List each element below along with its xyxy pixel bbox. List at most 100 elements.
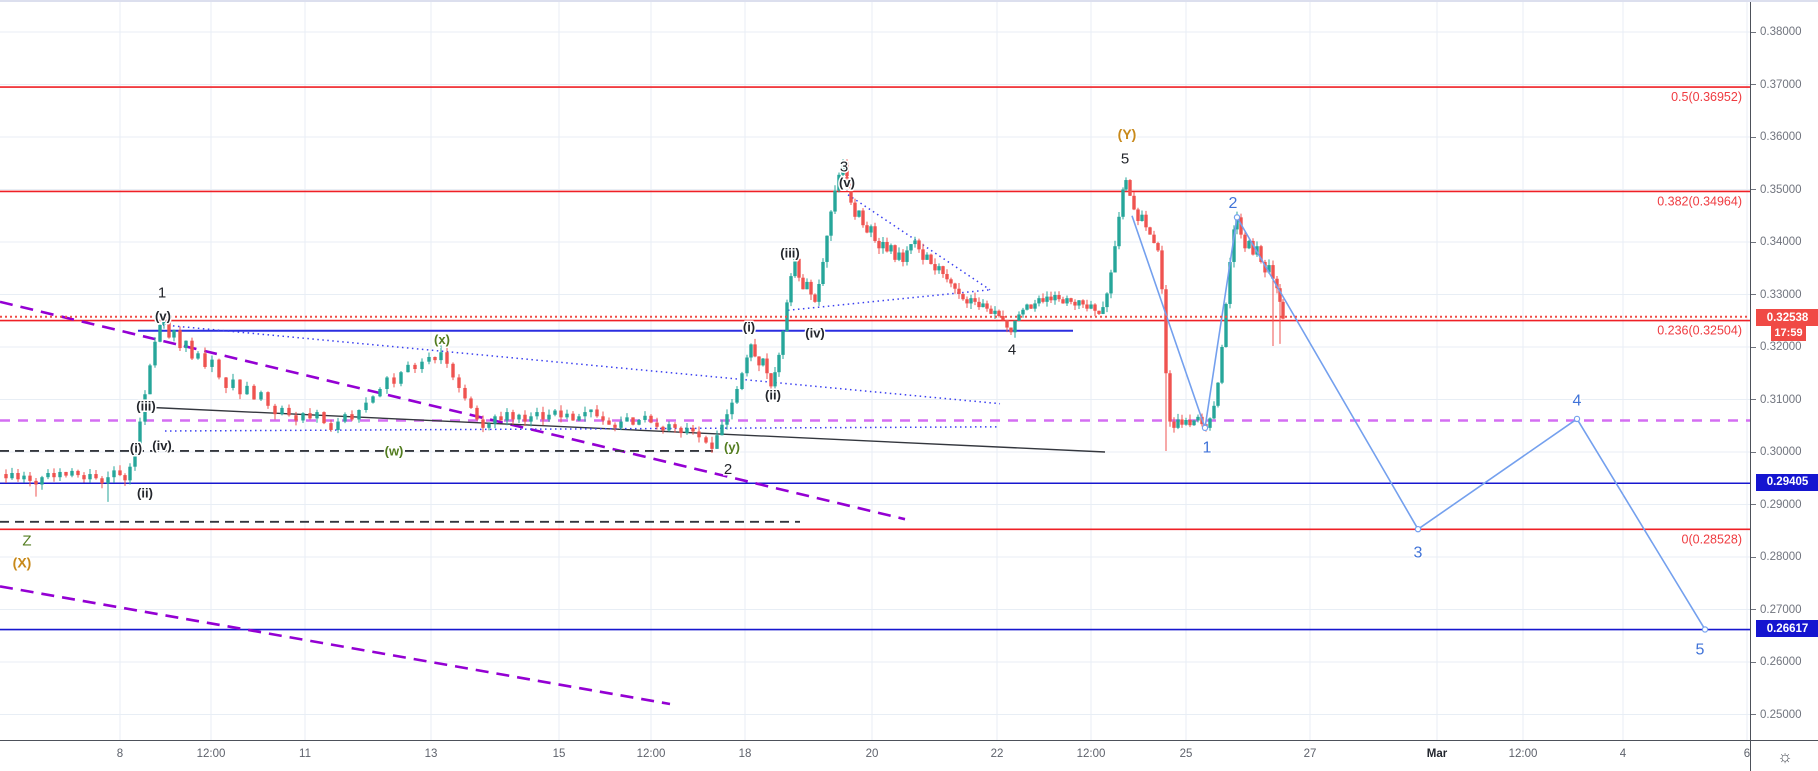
candle-body bbox=[1061, 299, 1065, 304]
time-tick-18: 18 bbox=[738, 748, 752, 760]
wave-label-v[interactable]: (v) bbox=[838, 173, 857, 191]
time-tick-20: 20 bbox=[865, 748, 879, 760]
zigzag-vertex[interactable] bbox=[1414, 525, 1422, 533]
purple-trendline-lower[interactable] bbox=[0, 585, 671, 706]
wave-label-iii[interactable]: (iii) bbox=[779, 244, 802, 262]
candle-body bbox=[433, 356, 437, 361]
candle-body bbox=[371, 396, 375, 403]
price-tick-0.38000: 0.38000 bbox=[1751, 25, 1818, 39]
wave-labels[interactable]: 1 (v) (iii) (i) (iv) (ii) (w) (x) (y) 2 Z (X) (i) (ii… bbox=[11, 124, 1706, 660]
candle-body bbox=[1113, 246, 1117, 273]
candle-body bbox=[735, 389, 739, 403]
zigzag-vertex[interactable] bbox=[1201, 424, 1209, 432]
price-axis[interactable]: 0.38000 0.37000 0.36000 0.35000 0.34000 0.330… bbox=[1750, 0, 1818, 740]
wave-label-3[interactable]: 3 bbox=[1412, 543, 1424, 563]
candle-body bbox=[857, 210, 861, 217]
candle-body bbox=[385, 377, 389, 389]
candle-body bbox=[88, 474, 92, 480]
wave-label-4[interactable]: 4 bbox=[1571, 391, 1583, 411]
candle-body bbox=[1117, 216, 1121, 247]
candle-body bbox=[749, 344, 753, 358]
candle-body bbox=[619, 421, 623, 428]
purple-trendline-upper[interactable] bbox=[0, 300, 906, 521]
candle-body bbox=[869, 226, 873, 233]
wave-label-ii[interactable]: (ii) bbox=[764, 386, 783, 404]
wave-label-y[interactable]: (y) bbox=[723, 438, 742, 456]
candle-body bbox=[777, 354, 781, 373]
triangle1-upper[interactable] bbox=[162, 324, 1001, 405]
candle-body bbox=[981, 303, 985, 308]
candle-body bbox=[210, 359, 214, 367]
time-tick-12:00: 12:00 bbox=[196, 748, 226, 760]
settings-gear-icon[interactable]: ☼ bbox=[1777, 747, 1793, 766]
candle-body bbox=[203, 353, 207, 367]
candle-body bbox=[945, 274, 949, 280]
triangle1-lower[interactable] bbox=[164, 426, 1001, 432]
wave-label-x[interactable]: (x) bbox=[433, 330, 452, 348]
candle-body bbox=[541, 412, 545, 420]
wave-label-Y[interactable]: (Y) bbox=[1116, 124, 1138, 143]
wave-label-iv[interactable]: (iv) bbox=[804, 324, 827, 342]
wave-label-i[interactable]: (i) bbox=[741, 318, 756, 336]
chart-canvas[interactable]: 0.5(0.36952) 0.382(0.34964) 0.236(0.32504)… bbox=[0, 0, 1750, 740]
candle-body bbox=[917, 240, 921, 250]
candle-body bbox=[1212, 405, 1216, 419]
candle-body bbox=[817, 284, 821, 302]
wave-label-5[interactable]: 5 bbox=[1694, 640, 1706, 660]
candle-body bbox=[813, 294, 817, 302]
candle-body bbox=[655, 422, 659, 427]
candle-body bbox=[589, 409, 593, 413]
candle-body bbox=[517, 414, 521, 420]
candle-body bbox=[1188, 419, 1192, 426]
zigzag-vertex[interactable] bbox=[1701, 626, 1709, 633]
candle-body bbox=[1184, 419, 1188, 425]
wave-label-5[interactable]: 5 bbox=[1119, 149, 1130, 169]
candle-body bbox=[730, 402, 734, 415]
candle-body bbox=[1001, 316, 1005, 321]
candle-body bbox=[601, 416, 605, 421]
trendlines[interactable] bbox=[0, 194, 1106, 706]
candle-body bbox=[913, 240, 917, 245]
candle-body bbox=[4, 474, 8, 479]
candle-body bbox=[989, 308, 993, 314]
time-axis[interactable]: 8 12:00 11 13 15 12:00 18 20 22 12:00 25 27 Mar 12:00… bbox=[0, 740, 1750, 771]
candle-body bbox=[420, 361, 424, 370]
candle-body bbox=[64, 471, 68, 476]
wave-label-Z[interactable]: Z bbox=[21, 531, 33, 551]
price-tick-0.34000: 0.34000 bbox=[1751, 235, 1818, 249]
candle-body bbox=[1152, 234, 1156, 244]
wave-label-ii[interactable]: (ii) bbox=[136, 484, 155, 502]
wave-label-1[interactable]: 1 bbox=[156, 283, 167, 303]
candle-body bbox=[1045, 296, 1049, 302]
zigzag-vertex[interactable] bbox=[1233, 214, 1241, 221]
wave-label-v[interactable]: (v) bbox=[154, 307, 173, 325]
zigzag-vertex[interactable] bbox=[1573, 415, 1581, 423]
candle-body bbox=[993, 310, 997, 314]
candle-body bbox=[1140, 214, 1144, 221]
candle-body bbox=[833, 190, 837, 212]
wave-label-iv[interactable]: (iv) bbox=[151, 436, 174, 454]
wave-label-2[interactable]: 2 bbox=[722, 460, 733, 480]
zigzag-line[interactable] bbox=[1131, 214, 1706, 630]
candle-body bbox=[82, 475, 86, 480]
candle-body bbox=[679, 427, 683, 434]
candle-body bbox=[238, 379, 242, 395]
candle-body bbox=[245, 385, 249, 395]
projection-zigzag[interactable] bbox=[1131, 214, 1709, 633]
candle-body bbox=[1168, 373, 1172, 422]
wave-label-3[interactable]: 3 bbox=[838, 157, 849, 177]
fib-label-fib-0: 0(0.28528) bbox=[1682, 532, 1742, 546]
candle-body bbox=[16, 473, 20, 480]
wave-label-4[interactable]: 4 bbox=[1006, 340, 1017, 360]
wave-label-iii[interactable]: (iii) bbox=[135, 397, 158, 415]
wave-label-2[interactable]: 2 bbox=[1227, 193, 1239, 213]
candle-body bbox=[439, 352, 443, 361]
candle-body bbox=[70, 470, 74, 476]
wave-label-w[interactable]: (w) bbox=[383, 442, 405, 460]
wave-label-i[interactable]: (i) bbox=[128, 439, 143, 457]
wave-label-X[interactable]: (X) bbox=[11, 553, 33, 572]
candle-body bbox=[1156, 243, 1160, 251]
price-lines[interactable]: 0.5(0.36952) 0.382(0.34964) 0.236(0.32504)… bbox=[0, 86, 1750, 631]
wave-label-1[interactable]: 1 bbox=[1201, 438, 1213, 458]
chart-pane[interactable]: 0.5(0.36952) 0.382(0.34964) 0.236(0.32504)… bbox=[0, 0, 1750, 740]
